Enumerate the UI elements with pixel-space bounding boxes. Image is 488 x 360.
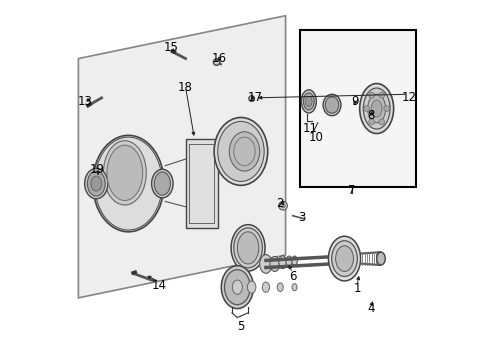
Ellipse shape [363, 88, 389, 129]
Ellipse shape [229, 132, 259, 171]
Ellipse shape [323, 94, 340, 116]
Ellipse shape [214, 117, 267, 185]
FancyBboxPatch shape [185, 139, 217, 228]
Ellipse shape [278, 256, 286, 269]
Ellipse shape [87, 171, 105, 196]
Ellipse shape [247, 281, 255, 293]
Circle shape [281, 203, 285, 208]
Ellipse shape [269, 256, 279, 271]
Ellipse shape [331, 241, 357, 276]
Ellipse shape [93, 135, 164, 232]
Ellipse shape [217, 121, 264, 181]
Ellipse shape [328, 236, 360, 281]
Ellipse shape [231, 225, 264, 271]
Ellipse shape [151, 169, 173, 198]
Ellipse shape [325, 97, 338, 113]
Circle shape [378, 119, 384, 125]
Circle shape [383, 106, 389, 111]
Ellipse shape [301, 90, 316, 113]
Circle shape [248, 96, 254, 102]
Circle shape [278, 202, 287, 210]
Ellipse shape [335, 246, 353, 271]
Circle shape [368, 93, 374, 98]
Ellipse shape [291, 284, 296, 291]
Ellipse shape [259, 255, 272, 273]
Ellipse shape [237, 232, 258, 264]
Text: 6: 6 [288, 270, 296, 283]
Text: 7: 7 [347, 184, 355, 197]
Ellipse shape [367, 94, 385, 123]
Circle shape [368, 119, 374, 125]
Circle shape [213, 59, 220, 65]
Ellipse shape [84, 168, 108, 199]
Text: 10: 10 [308, 131, 323, 144]
Circle shape [378, 93, 384, 98]
Ellipse shape [370, 100, 381, 117]
Circle shape [363, 106, 369, 111]
Text: 2: 2 [276, 197, 284, 210]
Text: 4: 4 [367, 302, 374, 315]
Text: 14: 14 [151, 279, 166, 292]
Ellipse shape [262, 282, 269, 292]
Text: 1: 1 [352, 283, 360, 296]
Text: 11: 11 [303, 122, 317, 135]
FancyBboxPatch shape [299, 30, 415, 187]
Text: 17: 17 [247, 91, 262, 104]
Text: 16: 16 [212, 52, 226, 65]
Ellipse shape [107, 145, 142, 201]
Ellipse shape [303, 93, 313, 110]
Ellipse shape [285, 256, 292, 267]
Ellipse shape [291, 256, 297, 265]
Text: 8: 8 [367, 109, 374, 122]
Ellipse shape [221, 266, 253, 309]
Polygon shape [78, 16, 285, 298]
Text: 12: 12 [401, 91, 415, 104]
Ellipse shape [232, 280, 242, 294]
Ellipse shape [277, 283, 283, 292]
Text: 5: 5 [237, 320, 244, 333]
Ellipse shape [233, 228, 262, 268]
Text: 18: 18 [178, 81, 193, 94]
Text: 15: 15 [163, 41, 178, 54]
Ellipse shape [376, 252, 385, 265]
Text: 9: 9 [351, 95, 358, 108]
Text: 3: 3 [297, 211, 305, 224]
Ellipse shape [103, 141, 146, 205]
Ellipse shape [154, 172, 170, 195]
Ellipse shape [359, 84, 393, 134]
Ellipse shape [305, 96, 311, 107]
Text: 13: 13 [78, 95, 93, 108]
Text: 19: 19 [90, 163, 104, 176]
Ellipse shape [91, 176, 102, 191]
Ellipse shape [224, 270, 250, 305]
